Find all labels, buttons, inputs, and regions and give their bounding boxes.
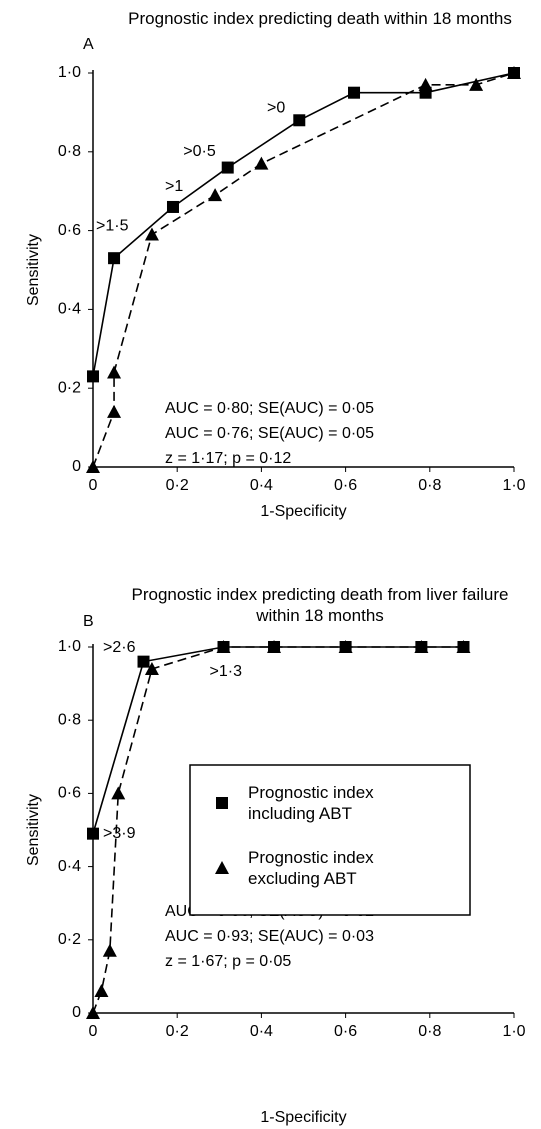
threshold-label: >1·5 xyxy=(96,217,129,234)
panel-label: A xyxy=(83,36,94,53)
data-point xyxy=(293,114,306,127)
x-tick-label: 0 xyxy=(89,477,98,494)
x-tick-label: 0·4 xyxy=(250,1023,273,1040)
data-point xyxy=(166,200,179,213)
y-tick-label: 1·0 xyxy=(58,638,81,655)
stat-note: z = 1·67; p = 0·05 xyxy=(165,953,291,970)
y-tick-label: 0·6 xyxy=(58,785,81,802)
data-point xyxy=(107,365,122,379)
x-tick-label: 0·8 xyxy=(418,477,441,494)
x-axis-label: 1-Specificity xyxy=(260,503,346,520)
threshold-label: >0·5 xyxy=(183,143,216,160)
data-point xyxy=(208,188,223,202)
chart-title: Prognostic index predicting death from l… xyxy=(131,585,509,625)
x-tick-label: 1·0 xyxy=(502,1023,525,1040)
stat-note: AUC = 0·76; SE(AUC) = 0·05 xyxy=(165,425,374,442)
panel-label: B xyxy=(83,613,94,630)
threshold-label: >2·6 xyxy=(103,639,136,656)
x-tick-label: 0·2 xyxy=(166,1023,189,1040)
data-point xyxy=(456,640,471,653)
legend-label: Prognostic index including ABT xyxy=(248,783,374,823)
data-point xyxy=(414,640,429,653)
y-tick-label: 0·4 xyxy=(58,301,81,318)
data-point xyxy=(267,640,282,653)
x-tick-label: 0·6 xyxy=(334,477,357,494)
y-tick-label: 1·0 xyxy=(58,64,81,81)
series-line xyxy=(92,72,515,377)
data-point xyxy=(108,252,121,265)
data-point xyxy=(87,370,99,383)
x-axis-label: 1-Specificity xyxy=(260,1109,346,1126)
x-tick-label: 1·0 xyxy=(502,477,525,494)
y-tick-label: 0·8 xyxy=(58,711,81,728)
data-point xyxy=(469,77,484,91)
x-tick-label: 0·4 xyxy=(250,477,273,494)
y-axis-label: Sensitivity xyxy=(25,794,42,866)
data-point xyxy=(87,827,99,840)
x-tick-label: 0·2 xyxy=(166,477,189,494)
data-point xyxy=(507,66,521,79)
y-axis-label: Sensitivity xyxy=(25,234,42,306)
data-point xyxy=(348,86,361,99)
data-point xyxy=(144,661,159,675)
x-tick-label: 0·8 xyxy=(418,1023,441,1040)
legend-marker xyxy=(215,861,229,874)
data-point xyxy=(144,227,159,241)
data-point xyxy=(338,640,353,653)
data-point xyxy=(254,156,269,170)
series-line xyxy=(92,646,464,1014)
y-tick-label: 0·2 xyxy=(58,379,81,396)
legend-label: Prognostic index excluding ABT xyxy=(248,848,374,888)
chart-title: Prognostic index predicting death within… xyxy=(128,9,512,28)
y-tick-label: 0·4 xyxy=(58,858,81,875)
y-tick-label: 0·8 xyxy=(58,143,81,160)
data-point xyxy=(86,460,100,473)
stat-note: AUC = 0·93; SE(AUC) = 0·03 xyxy=(165,928,374,945)
legend-box xyxy=(189,764,471,916)
y-tick-label: 0·6 xyxy=(58,222,81,239)
data-point xyxy=(216,640,231,653)
stat-note: z = 1·17; p = 0·12 xyxy=(165,450,291,467)
threshold-label: >1 xyxy=(165,178,183,195)
data-point xyxy=(86,1006,100,1019)
data-point xyxy=(94,984,109,998)
data-point xyxy=(107,404,122,418)
data-point xyxy=(111,786,126,800)
data-point xyxy=(418,77,433,91)
legend-marker xyxy=(216,797,228,809)
data-point xyxy=(221,161,234,174)
y-tick-label: 0 xyxy=(72,1004,81,1021)
data-point xyxy=(137,655,150,668)
stat-note: AUC = 0·80; SE(AUC) = 0·05 xyxy=(165,400,374,417)
threshold-label: >3·9 xyxy=(103,825,136,842)
x-tick-label: 0·6 xyxy=(334,1023,357,1040)
x-tick-label: 0 xyxy=(89,1023,98,1040)
y-tick-label: 0·2 xyxy=(58,931,81,948)
threshold-label: >1·3 xyxy=(210,663,243,680)
data-point xyxy=(102,943,117,957)
y-tick-label: 0 xyxy=(72,458,81,475)
threshold-label: >0 xyxy=(267,99,285,116)
